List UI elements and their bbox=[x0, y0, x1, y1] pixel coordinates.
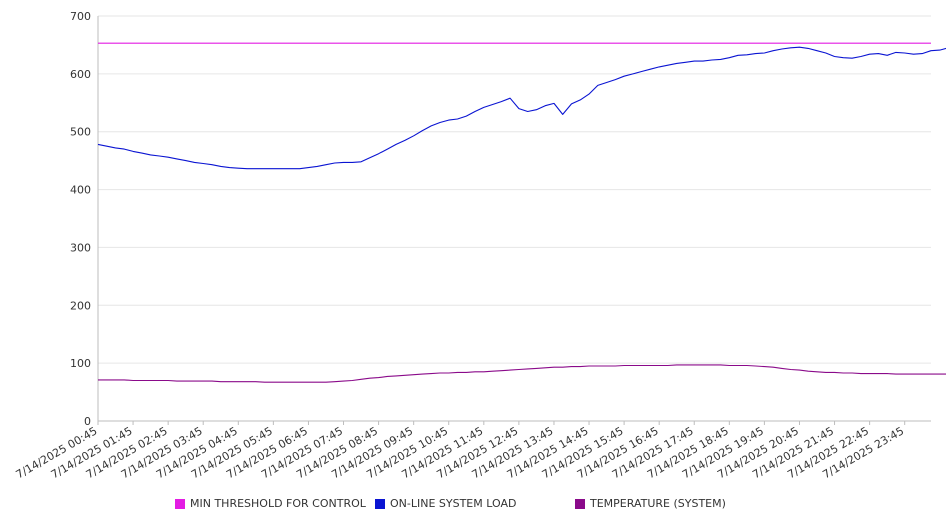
y-tick-label: 600 bbox=[70, 68, 91, 81]
legend-swatch-temperature bbox=[575, 498, 585, 509]
legend-label-threshold: MIN THRESHOLD FOR CONTROL bbox=[190, 497, 366, 510]
legend-item-load[interactable]: ON-LINE SYSTEM LOAD bbox=[375, 497, 516, 510]
y-tick-label: 200 bbox=[70, 299, 91, 312]
legend-label-load: ON-LINE SYSTEM LOAD bbox=[390, 497, 517, 510]
legend-item-temperature[interactable]: TEMPERATURE (SYSTEM) bbox=[575, 497, 726, 510]
gridlines bbox=[98, 15, 931, 364]
y-tick-label: 300 bbox=[70, 241, 91, 254]
y-tick-label: 100 bbox=[70, 357, 91, 370]
y-tick-label: 500 bbox=[70, 126, 91, 139]
y-tick-label: 400 bbox=[70, 184, 91, 197]
legend-swatch-load bbox=[375, 498, 385, 509]
legend-item-threshold[interactable]: MIN THRESHOLD FOR CONTROL bbox=[175, 497, 366, 510]
axes bbox=[97, 16, 931, 425]
y-tick-label: 700 bbox=[70, 10, 91, 23]
legend-label-temperature: TEMPERATURE (SYSTEM) bbox=[590, 497, 726, 510]
series-lines bbox=[97, 42, 946, 383]
series-line-2 bbox=[98, 364, 946, 383]
line-chart: 0 100 200 300 400 500 600 700 7/14/2025 00:457/… bbox=[14, 10, 946, 481]
y-tick-labels: 0 100 200 300 400 500 600 700 bbox=[70, 10, 91, 428]
y-tick-label: 0 bbox=[84, 415, 91, 428]
legend-swatch-threshold bbox=[175, 498, 185, 509]
legend: MIN THRESHOLD FOR CONTROL ON-LINE SYSTEM… bbox=[0, 497, 946, 515]
series-line-1 bbox=[97, 46, 946, 170]
x-tick-labels: 7/14/2025 00:457/14/2025 01:457/14/2025 … bbox=[14, 424, 907, 481]
